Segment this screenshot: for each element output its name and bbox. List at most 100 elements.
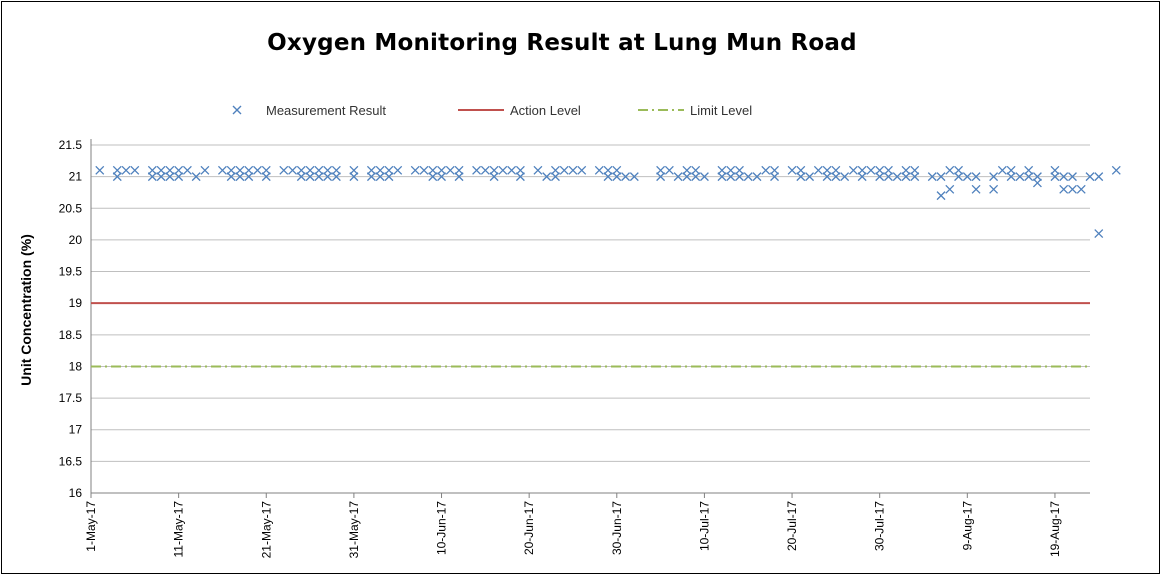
measurement-point	[480, 165, 490, 175]
measurement-point	[717, 165, 727, 175]
measurement-point	[936, 172, 946, 182]
measurement-point	[130, 165, 140, 175]
measurement-point	[726, 172, 736, 182]
measurement-point	[1050, 165, 1060, 175]
measurement-point	[857, 165, 867, 175]
measurement-point	[410, 165, 420, 175]
measurement-point	[577, 165, 587, 175]
measurement-point	[1006, 172, 1016, 182]
chart-title: Oxygen Monitoring Result at Lung Mun Roa…	[267, 30, 857, 56]
legend-item-measurement: Measurement Result	[230, 100, 386, 120]
measurement-point	[831, 172, 841, 182]
measurement-point	[927, 172, 937, 182]
measurement-point	[349, 172, 359, 182]
y-tick-label: 18	[69, 359, 83, 373]
measurement-point	[954, 172, 964, 182]
measurement-point	[472, 165, 482, 175]
measurement-point	[752, 172, 762, 182]
measurement-point	[1085, 172, 1095, 182]
measurement-point	[796, 172, 806, 182]
x-tick-label: 30-Jun-17	[610, 501, 624, 555]
x-tick-label: 19-Aug-17	[1048, 501, 1062, 557]
x-tick-label: 9-Aug-17	[960, 501, 974, 551]
legend-line-limit-icon	[638, 109, 684, 111]
measurement-point	[997, 165, 1007, 175]
measurement-point	[226, 165, 236, 175]
measurement-point	[375, 165, 385, 175]
measurement-point	[366, 165, 376, 175]
measurement-point	[673, 172, 683, 182]
measurement-point	[200, 165, 210, 175]
legend-marker-x-icon	[232, 105, 242, 115]
measurement-point	[550, 165, 560, 175]
measurement-point	[147, 172, 157, 182]
measurement-point	[489, 165, 499, 175]
measurement-point	[1024, 172, 1034, 182]
measurement-point	[244, 172, 254, 182]
measurement-point	[664, 165, 674, 175]
y-tick-label: 16	[69, 486, 83, 500]
measurement-point	[507, 165, 517, 175]
y-tick-label: 19.5	[59, 265, 83, 279]
measurement-point	[875, 172, 885, 182]
measurement-point	[787, 165, 797, 175]
measurement-point	[735, 172, 744, 182]
measurement-point	[989, 172, 999, 182]
measurement-point	[883, 172, 893, 182]
measurement-point	[1094, 229, 1104, 239]
measurement-point	[691, 165, 701, 175]
measurement-point	[936, 191, 946, 201]
x-tick-label: 20-Jun-17	[522, 501, 536, 555]
measurement-point	[954, 165, 964, 175]
measurement-point	[515, 165, 525, 175]
x-tick-label: 31-May-17	[347, 501, 361, 559]
measurement-point	[559, 165, 569, 175]
measurement-point	[629, 172, 639, 182]
y-tick-label: 20.5	[59, 201, 83, 215]
measurement-point	[314, 165, 324, 175]
measurement-point	[542, 172, 552, 182]
measurement-point	[296, 172, 306, 182]
measurement-point	[1006, 165, 1016, 175]
legend-label-limit: Limit Level	[690, 102, 753, 118]
measurement-point	[437, 165, 446, 175]
measurement-point	[743, 172, 753, 182]
measurement-point	[796, 165, 806, 175]
measurement-point	[989, 184, 999, 194]
measurement-point	[489, 172, 499, 182]
measurement-point	[226, 172, 236, 182]
measurement-point	[305, 165, 315, 175]
measurement-point	[165, 172, 175, 182]
measurement-point	[156, 172, 166, 182]
measurement-point	[384, 172, 394, 182]
measurement-point	[857, 172, 867, 182]
measurement-point	[770, 172, 779, 182]
legend-item-limit: Limit Level	[638, 100, 752, 120]
measurement-point	[550, 172, 560, 182]
measurement-point	[288, 165, 298, 175]
measurement-point	[1068, 184, 1077, 194]
legend-label-action: Action Level	[510, 102, 581, 118]
measurement-point	[121, 165, 131, 175]
measurement-point	[945, 184, 955, 194]
measurement-point	[375, 172, 385, 182]
measurement-point	[533, 165, 543, 175]
measurement-point	[813, 165, 823, 175]
measurement-point	[945, 165, 955, 175]
measurement-point	[191, 172, 201, 182]
measurement-point	[866, 165, 876, 175]
measurement-point	[883, 165, 893, 175]
measurement-point	[174, 172, 184, 182]
measurement-point	[822, 165, 832, 175]
measurement-point	[691, 172, 701, 182]
x-tick-label: 1-May-17	[84, 501, 98, 552]
measurement-point	[165, 165, 175, 175]
measurement-point	[910, 165, 920, 175]
measurement-point	[1032, 172, 1042, 182]
measurement-point	[156, 165, 166, 175]
measurement-point	[971, 184, 981, 194]
measurement-point	[840, 172, 850, 182]
y-tick-label: 21	[69, 170, 83, 184]
